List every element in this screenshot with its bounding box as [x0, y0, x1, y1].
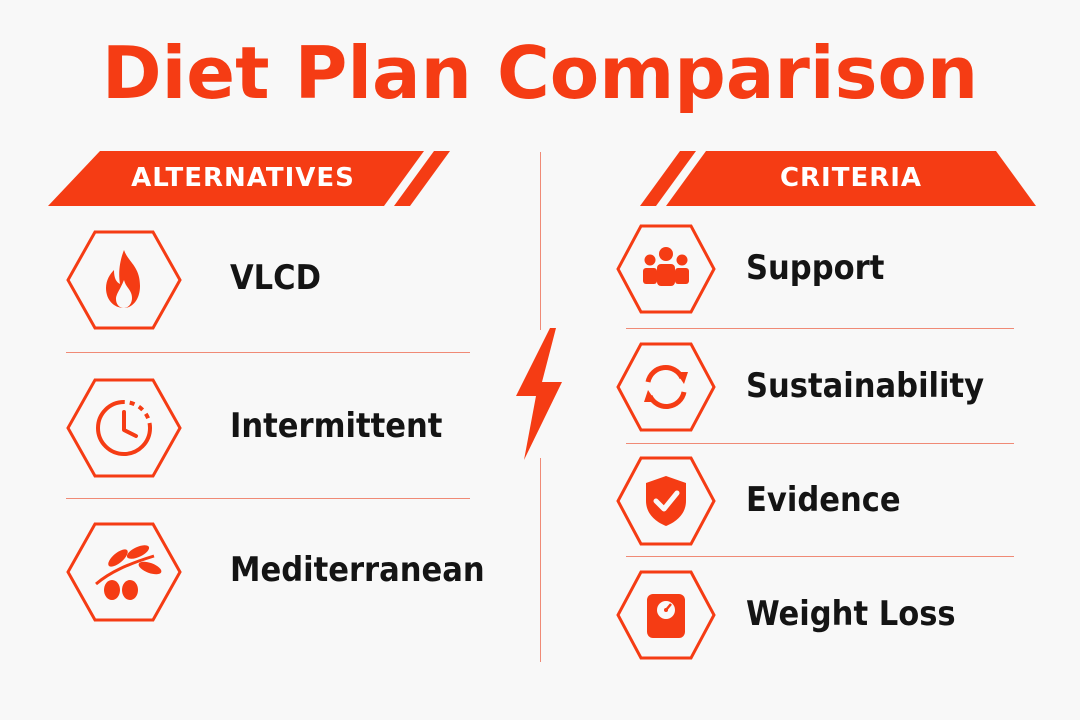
criteria-label: Evidence — [746, 480, 901, 520]
alternatives-banner: ALTERNATIVES — [48, 151, 452, 206]
alternative-label: VLCD — [230, 258, 322, 298]
criteria-divider-2 — [626, 443, 1014, 444]
criteria-divider-3 — [626, 556, 1014, 557]
scale-icon — [616, 570, 716, 660]
page-title: Diet Plan Comparison — [101, 31, 979, 115]
alternative-row-vlcd: VLCD — [66, 230, 476, 330]
criteria-header: CRITERIA — [779, 163, 923, 193]
alternatives-divider-2 — [66, 498, 470, 499]
criteria-row-sustainability: Sustainability — [616, 342, 1016, 442]
criteria-banner-shape — [640, 151, 1036, 206]
criteria-label: Support — [746, 248, 885, 288]
alternative-label: Intermittent — [230, 406, 443, 446]
group-people-icon — [616, 224, 716, 314]
criteria-row-support: Support — [616, 224, 1016, 324]
criteria-label: Weight Loss — [746, 594, 956, 634]
alternatives-divider-1 — [66, 352, 470, 353]
alternative-row-intermittent: Intermittent — [66, 378, 476, 478]
criteria-divider-1 — [626, 328, 1014, 329]
alternative-row-mediterranean: Mediterranean — [66, 522, 485, 622]
criteria-row-weight-loss: Weight Loss — [616, 570, 1016, 670]
alternatives-header: ALTERNATIVES — [131, 163, 355, 193]
flame-icon — [66, 230, 182, 330]
olive-branch-icon — [66, 522, 182, 622]
alternatives-banner-shape — [48, 151, 450, 206]
criteria-label: Sustainability — [746, 366, 985, 406]
shield-check-icon — [616, 456, 716, 546]
lightning-bolt-icon — [516, 328, 562, 460]
criteria-banner: CRITERIA — [640, 151, 1038, 206]
criteria-row-evidence: Evidence — [616, 456, 1016, 556]
refresh-cycle-icon — [616, 342, 716, 432]
alternative-label: Mediterranean — [230, 550, 485, 590]
clock-icon — [66, 378, 182, 478]
